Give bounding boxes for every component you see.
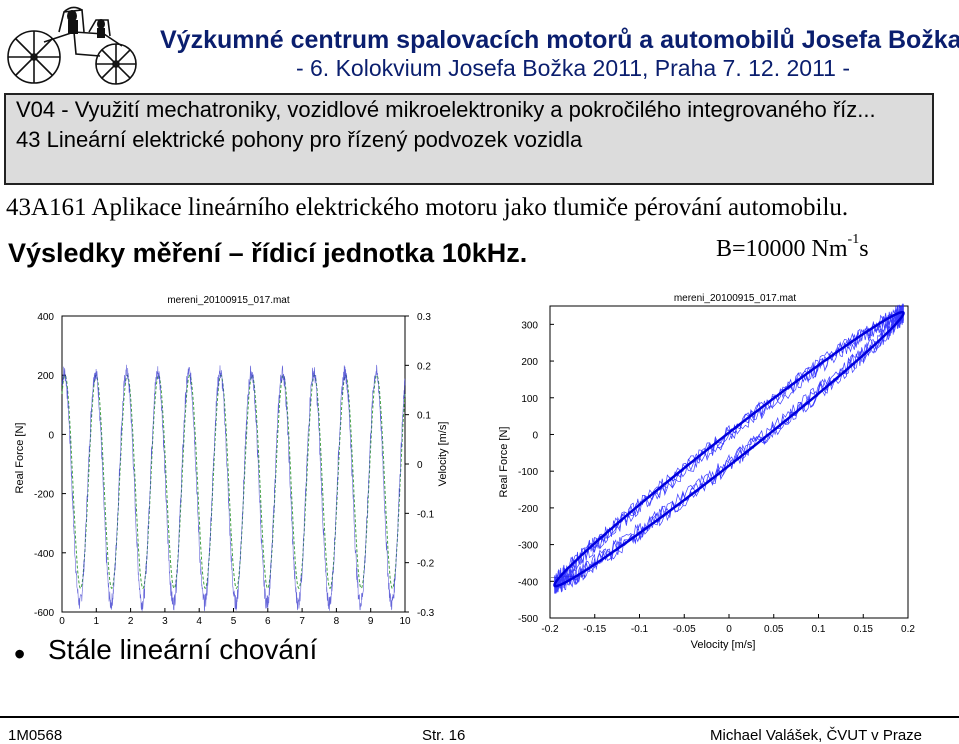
y-tick-label: 200 (521, 357, 538, 368)
topic-line-1: V04 - Využití mechatroniky, vozidlové mi… (16, 97, 876, 122)
y2-tick-label: 0.2 (417, 361, 431, 372)
velocity-series-line (61, 374, 406, 589)
x-tick-label: -0.2 (541, 624, 559, 635)
results-heading: Výsledky měření – řídicí jednotka 10kHz. (8, 238, 528, 268)
y-tick-label: 0 (532, 430, 538, 441)
x-tick-label: 2 (128, 616, 134, 627)
topic-line-2: 43 Lineární elektrické pohony pro řízený… (16, 127, 583, 152)
x-tick-label: 0 (726, 624, 732, 635)
x-tick-label: 1 (94, 616, 100, 627)
footer-divider (0, 716, 959, 718)
damping-unit: s (859, 236, 869, 262)
x-tick-label: -0.1 (631, 624, 649, 635)
x-tick-label: 0 (59, 616, 65, 627)
x-tick-label: 4 (196, 616, 202, 627)
bullet-icon: • (14, 636, 26, 672)
y-axis-label: Real Force [N] (14, 423, 26, 494)
y-tick-label: -500 (518, 614, 538, 625)
force-velocity-trace (554, 303, 904, 594)
x-tick-label: -0.05 (673, 624, 696, 635)
x-axis-label: Velocity [m/s] (691, 639, 756, 651)
x-tick-label: 9 (368, 616, 374, 627)
chart-title: mereni_20100915_017.mat (167, 295, 290, 306)
y-tick-label: -400 (34, 549, 54, 560)
y2-tick-label: 0.1 (417, 411, 431, 422)
logo-image (4, 2, 154, 90)
topic-box (4, 93, 934, 185)
y2-axis-label: Velocity [m/s] (437, 422, 449, 487)
y2-tick-label: 0.3 (417, 312, 431, 323)
slide-subtitle: 43A161 Aplikace lineárního elektrického … (6, 194, 849, 221)
y2-tick-label: -0.2 (417, 559, 435, 570)
x-tick-label: 0.1 (812, 624, 826, 635)
x-tick-label: 3 (162, 616, 168, 627)
footer-page-number: Str. 16 (422, 727, 466, 744)
bullet-text: Stále lineární chování (48, 634, 318, 665)
y-tick-label: -200 (518, 504, 538, 515)
y-tick-label: 100 (521, 394, 538, 405)
footer-author: Michael Valášek, ČVUT v Praze (710, 727, 923, 744)
force-series-line (61, 364, 406, 612)
x-tick-label: 7 (299, 616, 305, 627)
time-series-chart: 400 200 0 -200 -400 -600 0.3 0.2 0.1 0 -0.1 -0.2 -0.… (14, 295, 449, 627)
y2-tick-label: -0.3 (417, 608, 435, 619)
y2-tick-label: 0 (417, 460, 423, 471)
x-tick-label: 0.15 (854, 624, 874, 635)
force-velocity-chart: 300 200 100 0 -100 -200 -300 -400 -500-0.2 -0.15 -… (498, 293, 915, 651)
damping-value: B=10000 Nm-1s (716, 232, 869, 263)
header-title: Výzkumné centrum spalovacích motorů a au… (160, 26, 959, 54)
y-tick-label: 0 (48, 430, 54, 441)
plot-frame (549, 305, 909, 619)
y-tick-label: 400 (37, 312, 54, 323)
y-axis-label: Real Force [N] (498, 427, 510, 498)
damping-exponent: -1 (847, 232, 860, 247)
x-tick-label: 10 (399, 616, 411, 627)
x-tick-label: 0.05 (764, 624, 784, 635)
footer-project-code: 1M0568 (8, 727, 63, 744)
y-tick-label: -100 (518, 467, 538, 478)
header-event: - 6. Kolokvium Josefa Božka 2011, Praha … (295, 55, 850, 81)
chart-title: mereni_20100915_017.mat (674, 293, 797, 304)
x-tick-label: 6 (265, 616, 271, 627)
plot-frame (61, 315, 406, 613)
hysteresis-loop (553, 310, 905, 588)
x-tick-label: 8 (334, 616, 340, 627)
y-tick-label: -400 (518, 577, 538, 588)
x-tick-label: 0.2 (901, 624, 915, 635)
x-tick-label: -0.15 (583, 624, 606, 635)
y2-tick-label: -0.1 (417, 509, 435, 520)
x-tick-label: 5 (231, 616, 237, 627)
damping-base: B=10000 Nm (716, 236, 848, 262)
y-tick-label: 300 (521, 320, 538, 331)
y-tick-label: -200 (34, 490, 54, 501)
y-tick-label: -600 (34, 608, 54, 619)
y-tick-label: 200 (37, 371, 54, 382)
y-tick-label: -300 (518, 541, 538, 552)
